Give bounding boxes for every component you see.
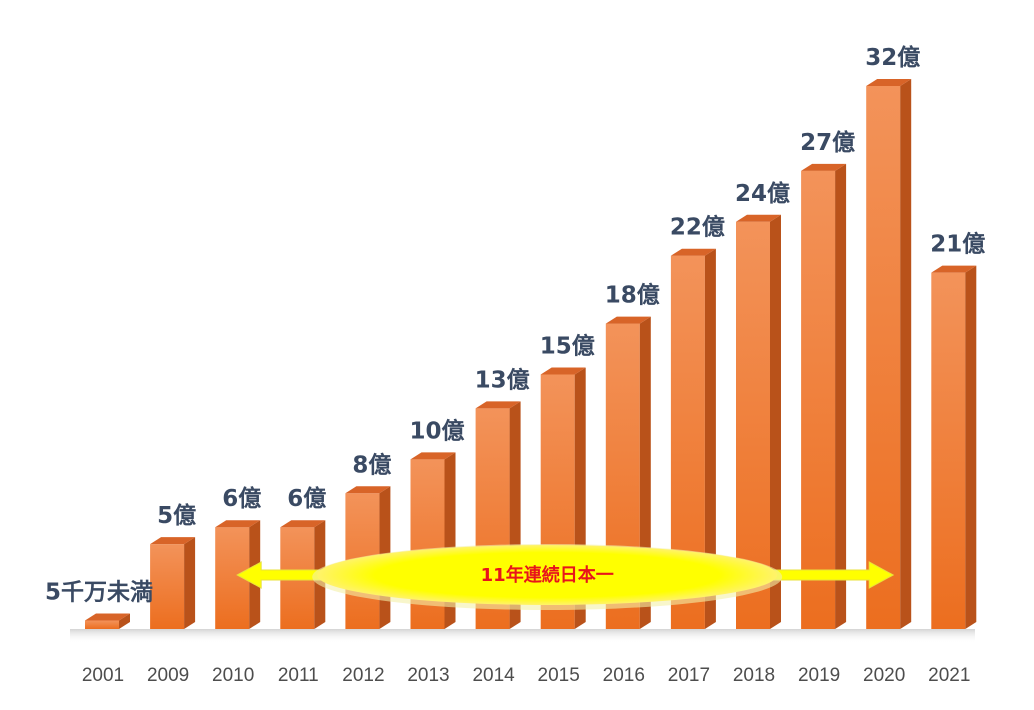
data-label: 8億: [352, 451, 391, 478]
bar-front: [931, 272, 966, 629]
x-axis-labels: 2001 2009 2010 2011 2012 2013 2014 2015 2016 2017…: [82, 665, 971, 686]
data-label: 5億: [157, 502, 196, 529]
bar-top: [931, 265, 977, 273]
bar-top: [605, 316, 651, 324]
floor-shadow-band: [70, 629, 975, 643]
data-label: 13億: [475, 366, 530, 393]
bar-front: [150, 544, 185, 629]
annotation-banner: 11年連続日本一: [236, 544, 895, 610]
data-label: 15億: [540, 332, 595, 359]
bar-side: [770, 214, 781, 629]
floor-shadow: [70, 629, 975, 643]
bar-front: [85, 620, 119, 629]
bar-top: [670, 248, 716, 256]
bar-side: [704, 248, 716, 629]
data-label: 18億: [605, 282, 660, 309]
bar-side: [119, 613, 130, 629]
x-tick-label: 2017: [668, 665, 710, 686]
bar-top: [280, 520, 326, 528]
data-label: 6億: [287, 485, 326, 512]
bar-top: [215, 520, 261, 528]
x-tick-label: 2014: [472, 665, 515, 686]
bar-2020: [866, 79, 912, 629]
bar-top: [866, 79, 912, 86]
bar-side: [900, 79, 912, 629]
x-tick-label: 2020: [863, 665, 905, 686]
bar-2021: [931, 265, 977, 629]
x-tick-label: 2001: [82, 665, 124, 686]
bar-top: [736, 214, 781, 222]
bar-top: [540, 367, 586, 375]
data-label: 24億: [735, 180, 790, 207]
data-label: 32億: [865, 44, 920, 71]
bar-top: [345, 486, 391, 494]
bar-front: [801, 170, 836, 629]
bar-top: [410, 452, 456, 460]
bar-side: [184, 537, 196, 629]
bar-2001: [85, 613, 130, 629]
data-label: 5千万未満: [45, 580, 153, 606]
x-tick-label: 2015: [538, 665, 580, 686]
banner-ellipse: [317, 545, 778, 605]
banner-text: 11年連続日本一: [481, 564, 614, 586]
x-tick-label: 2021: [928, 665, 970, 686]
data-label: 21億: [930, 231, 985, 258]
bar-top: [475, 401, 521, 409]
data-label: 6億: [222, 485, 261, 512]
bar-top: [801, 163, 847, 171]
x-tick-label: 2019: [798, 665, 840, 686]
bar-2019: [801, 163, 847, 629]
bar-side: [835, 163, 847, 629]
x-tick-label: 2010: [212, 665, 254, 686]
bar-2009: [150, 537, 196, 629]
data-label: 27億: [800, 129, 855, 156]
bar-front: [866, 86, 901, 629]
bar-top: [150, 537, 196, 545]
x-tick-label: 2012: [342, 665, 384, 686]
bar-top: [85, 613, 130, 621]
data-labels-group: 5千万未満 5億 6億 6億 8億 10億 13億 15億 18億 22億 24億 27億 32億 21億: [45, 44, 985, 606]
bar-side: [965, 265, 977, 629]
x-tick-label: 2018: [733, 665, 775, 686]
data-label: 10億: [409, 417, 464, 444]
x-tick-label: 2013: [407, 665, 449, 686]
data-label: 22億: [670, 214, 725, 241]
x-tick-label: 2009: [147, 665, 189, 686]
x-tick-label: 2016: [603, 665, 645, 686]
x-tick-label: 2011: [278, 665, 319, 686]
